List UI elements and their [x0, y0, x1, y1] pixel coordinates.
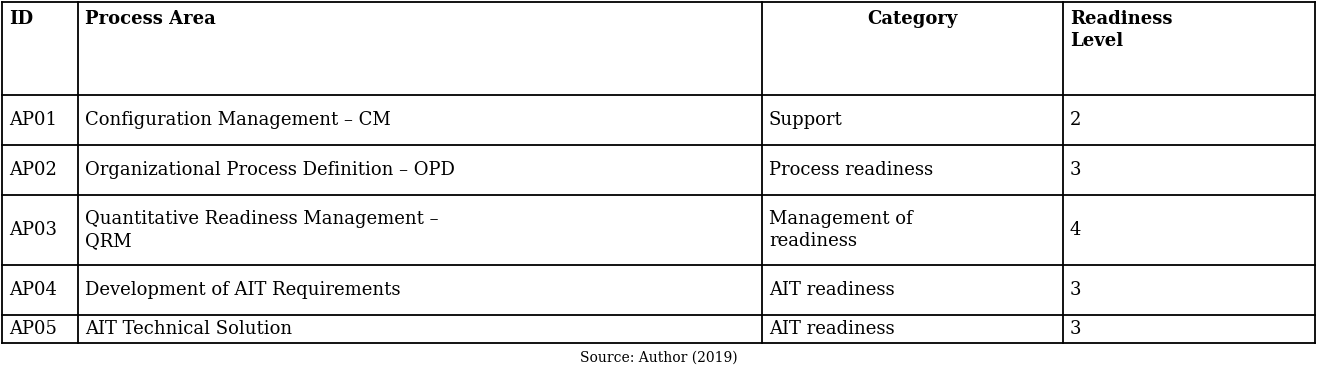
- Text: AP04: AP04: [9, 281, 57, 299]
- Text: Organizational Process Definition – OPD: Organizational Process Definition – OPD: [86, 161, 454, 179]
- Text: 3: 3: [1069, 161, 1081, 179]
- Text: Development of AIT Requirements: Development of AIT Requirements: [86, 281, 400, 299]
- Text: Process Area: Process Area: [86, 10, 216, 28]
- Text: AP05: AP05: [9, 320, 57, 338]
- Text: AIT readiness: AIT readiness: [769, 320, 894, 338]
- Text: 2: 2: [1069, 111, 1081, 129]
- Text: AP01: AP01: [9, 111, 57, 129]
- Text: AP03: AP03: [9, 221, 57, 239]
- Text: 3: 3: [1069, 320, 1081, 338]
- Text: Source: Author (2019): Source: Author (2019): [579, 351, 738, 365]
- Text: Support: Support: [769, 111, 843, 129]
- Text: 4: 4: [1069, 221, 1081, 239]
- Text: 3: 3: [1069, 281, 1081, 299]
- Text: Readiness
Level: Readiness Level: [1069, 10, 1172, 50]
- Text: Category: Category: [868, 10, 957, 28]
- Text: AIT Technical Solution: AIT Technical Solution: [86, 320, 292, 338]
- Text: Configuration Management – CM: Configuration Management – CM: [86, 111, 391, 129]
- Text: Management of
readiness: Management of readiness: [769, 210, 913, 250]
- Text: Quantitative Readiness Management –
QRM: Quantitative Readiness Management – QRM: [86, 210, 439, 250]
- Text: AIT readiness: AIT readiness: [769, 281, 894, 299]
- Text: Process readiness: Process readiness: [769, 161, 934, 179]
- Text: AP02: AP02: [9, 161, 57, 179]
- Text: ID: ID: [9, 10, 33, 28]
